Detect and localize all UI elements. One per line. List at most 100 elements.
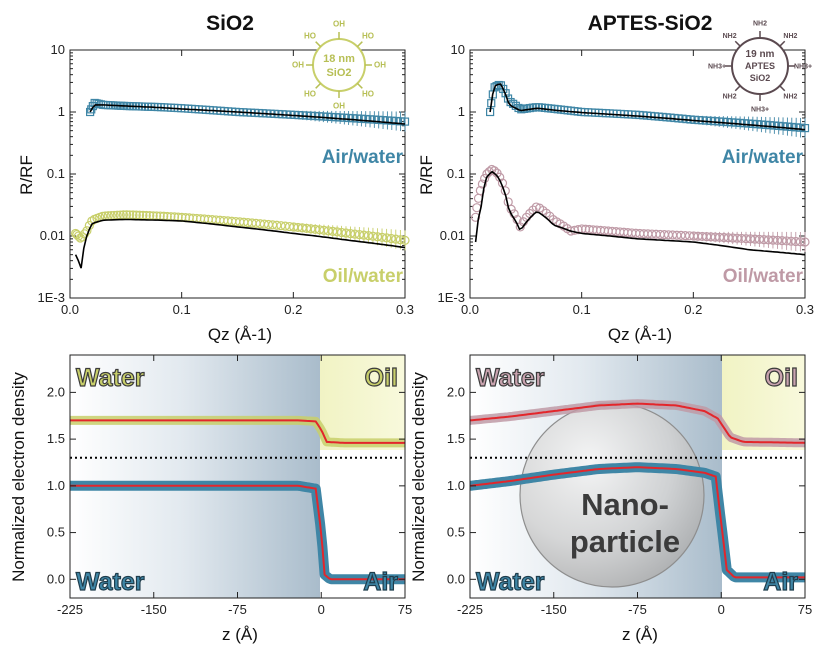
data-point xyxy=(778,122,788,131)
data-point xyxy=(353,114,362,123)
data-point xyxy=(363,231,374,241)
x-tick-label: 0.2 xyxy=(684,302,702,317)
data-point xyxy=(777,236,787,246)
data-point xyxy=(792,123,801,132)
particle-size-label: 18 nm xyxy=(323,53,355,65)
oil-label: Oil xyxy=(365,364,398,392)
data-point xyxy=(336,113,345,122)
data-point xyxy=(787,122,796,132)
surface-group-label: NH2 xyxy=(783,94,797,101)
x-tick-label: 0 xyxy=(718,602,725,617)
data-point xyxy=(345,228,356,239)
data-layer xyxy=(70,98,410,269)
y-axis-label: Normalized electron density xyxy=(9,372,28,582)
surface-group-label: NH2 xyxy=(753,20,767,27)
data-point xyxy=(354,229,365,240)
data-point xyxy=(573,224,583,235)
x-tick-label: 75 xyxy=(398,602,412,617)
data-point xyxy=(396,117,405,126)
data-point xyxy=(763,235,774,245)
data-point xyxy=(381,233,392,243)
surface-group-label: HO xyxy=(362,90,374,99)
water-label-top: Water xyxy=(476,364,545,392)
reflectivity-panel-aptes: 1E-3 0.01 0.1 1 10 0.0 0.1 0.2 0.3 Air/water Oil… xyxy=(417,20,814,344)
surface-group-label: NH3+ xyxy=(794,63,812,70)
surface-group-label: NH2 xyxy=(723,94,737,101)
data-point xyxy=(348,114,357,123)
surface-group-label: HO xyxy=(304,32,316,41)
data-point xyxy=(740,119,749,128)
oil-water-series xyxy=(470,164,810,256)
data-point xyxy=(761,120,770,129)
data-point xyxy=(359,230,369,240)
data-point xyxy=(368,231,378,241)
data-point xyxy=(757,120,766,129)
x-tick-label: 0.0 xyxy=(461,302,479,317)
x-tick-label: -75 xyxy=(228,602,247,617)
air-water-profile xyxy=(67,480,408,585)
y-axis-label: R/RF xyxy=(417,155,436,195)
data-point xyxy=(727,118,736,127)
particle-core-label: SiO2 xyxy=(326,67,351,79)
data-point xyxy=(781,236,792,246)
data-point xyxy=(79,229,90,239)
data-point xyxy=(400,235,410,245)
air-label: Air xyxy=(763,568,798,596)
nanoparticle-label-line2: particle xyxy=(570,524,680,559)
y-tick-label: 1.5 xyxy=(47,431,65,446)
data-point xyxy=(741,234,751,244)
y-tick-label: 2.0 xyxy=(447,384,465,399)
surface-group-label: OH xyxy=(333,102,345,111)
data-point xyxy=(800,237,810,247)
surface-group-label: HO xyxy=(362,32,374,41)
title-aptes-sio2: APTES-SiO2 xyxy=(588,12,713,35)
y-tick-label: 0.1 xyxy=(447,166,465,181)
data-point xyxy=(470,212,481,222)
oil-region xyxy=(722,355,805,450)
water-label-bottom: Water xyxy=(476,568,545,596)
bond-line xyxy=(315,41,322,48)
data-point xyxy=(748,119,757,128)
x-axis-label: z (Å) xyxy=(622,625,658,644)
surface-group-label: OH xyxy=(374,61,386,70)
x-tick-label: -225 xyxy=(57,602,83,617)
data-point xyxy=(361,114,370,124)
y-tick-label: 0.1 xyxy=(47,166,65,181)
x-tick-label: -225 xyxy=(457,602,483,617)
bond-line xyxy=(315,82,322,89)
nanoparticle-label-line1: Nano- xyxy=(581,487,669,522)
oil-water-series xyxy=(70,210,410,269)
data-point xyxy=(515,222,525,232)
data-point xyxy=(377,232,387,242)
data-point xyxy=(765,121,775,130)
y-tick-label: 0.01 xyxy=(40,228,65,243)
x-axis-label: z (Å) xyxy=(222,625,258,644)
y-tick-label: 0.01 xyxy=(440,228,465,243)
data-point xyxy=(383,116,392,125)
x-tick-label: 0 xyxy=(318,602,325,617)
data-point xyxy=(344,113,353,123)
air-water-label: Air/water xyxy=(322,147,404,168)
data-point xyxy=(786,236,796,246)
y-tick-label: 1 xyxy=(58,104,65,119)
axis-ticks: 0.0 0.5 1.0 1.5 2.0 -225 -150 -75 0 75 xyxy=(47,355,412,617)
plot-frame xyxy=(69,49,406,299)
particle-core-label: SiO2 xyxy=(750,73,771,83)
data-point xyxy=(357,114,366,123)
data-point xyxy=(800,123,810,133)
surface-group-label: OH xyxy=(333,20,345,29)
surface-group-label: NH3+ xyxy=(708,63,726,70)
data-point xyxy=(475,185,485,196)
data-point xyxy=(85,107,95,117)
density-panel-sio2: 0.00.51.01.52.0-225 -150 -75 0 75 Water Oil … xyxy=(9,354,412,644)
bond-line xyxy=(356,41,363,48)
water-label-top: Water xyxy=(76,364,145,392)
data-point xyxy=(374,115,383,124)
data-point xyxy=(753,120,762,129)
water-label-bottom: Water xyxy=(76,568,145,596)
data-point xyxy=(372,232,383,242)
data-point xyxy=(750,234,760,244)
y-tick-label: 0.5 xyxy=(447,525,465,540)
x-tick-label: -150 xyxy=(141,602,167,617)
